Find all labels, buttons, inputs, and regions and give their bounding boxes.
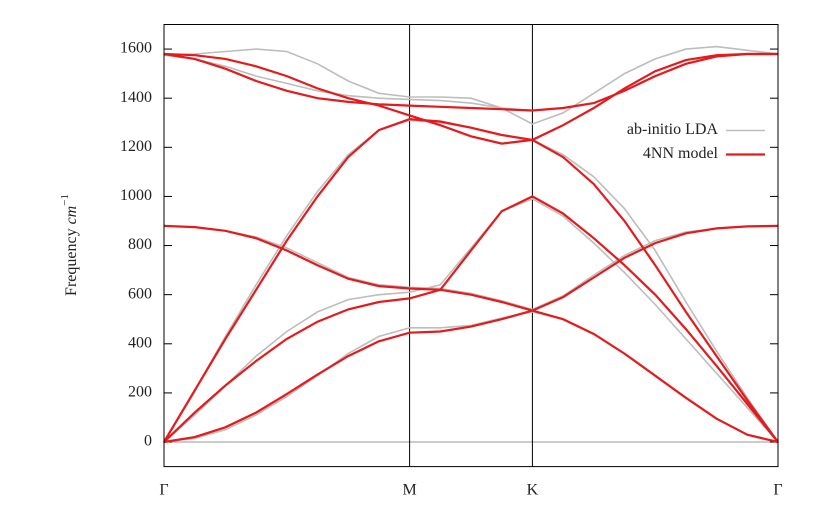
branch-line [163,311,779,443]
y-tick-label: 1200 [120,138,152,155]
y-tick-label: 1400 [120,89,152,106]
y-tick-label: 600 [128,285,152,302]
y-tick-label: 1600 [120,40,152,57]
y-tick-label: 400 [128,334,152,351]
branch-line [163,195,779,443]
x-tick-label: M [402,481,416,498]
branch-line [163,198,779,443]
y-tick-label: 0 [144,433,152,450]
y-label-text: Frequency [63,228,80,296]
branch-line [163,52,778,112]
branch-line [163,45,779,125]
branch-line [163,119,779,443]
branch-line [163,309,779,444]
y-label-unit: cm [63,206,80,225]
x-tick-label: K [527,481,539,498]
y-tick-label: 200 [128,384,152,401]
legend-label: ab-initio LDA [627,121,719,138]
branch-line [163,52,778,145]
x-tick-label: Γ [159,481,168,498]
y-axis-label: Frequency cm−1 [59,194,80,296]
branch-line [163,53,778,112]
y-tick-label: 800 [128,236,152,253]
branch-line [163,225,779,311]
x-tick-label: Γ [773,481,782,498]
legend-label: 4NN model [643,145,719,162]
y-tick-label: 1000 [120,187,152,204]
plot-frame [163,24,779,468]
y-label-exp: −1 [59,194,71,206]
branch-line [163,117,779,443]
branch-line [163,224,779,312]
